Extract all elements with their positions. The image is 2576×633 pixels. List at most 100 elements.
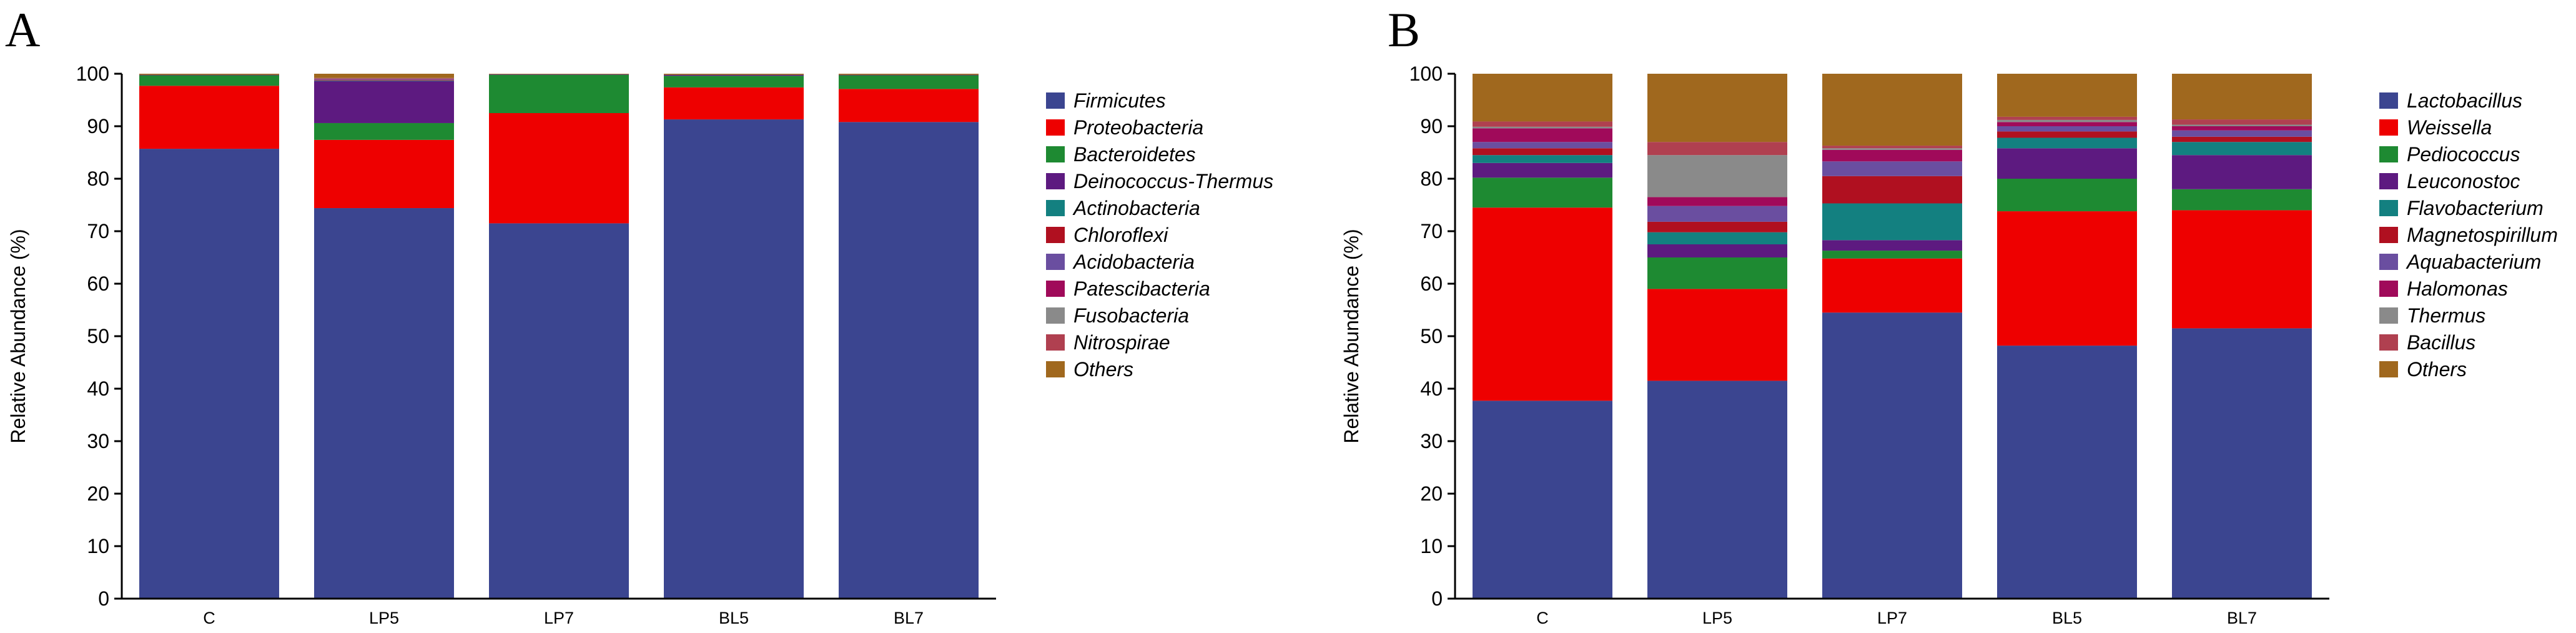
- legend-swatch: [2379, 146, 2398, 162]
- bar-segment-lp7-firmicutes: [489, 223, 629, 599]
- bar-segment-lp7-flavobacterium: [1822, 203, 1962, 241]
- bar-segment-bl5-flavobacterium: [1997, 137, 2137, 149]
- y-tick-label: 80: [1420, 167, 1443, 190]
- bar-segment-lp5-magnetospirillum: [1647, 221, 1787, 232]
- bar-segment-lp5-aquabacterium: [1647, 206, 1787, 222]
- legend-entry: Thermus: [2407, 304, 2485, 327]
- legend-swatch: [2379, 173, 2398, 189]
- legend-entry: Chloroflexi: [1073, 224, 1168, 246]
- bar-segment-lp5-thermus: [1647, 155, 1787, 197]
- bar-segment-lp7-others: [1822, 74, 1962, 146]
- legend-entry: Lactobacillus: [2407, 89, 2522, 112]
- x-tick-label: BL7: [2227, 609, 2257, 627]
- legend-swatch: [1046, 173, 1065, 189]
- legend-entry: Patescibacteria: [1073, 277, 1210, 300]
- y-tick-label: 80: [87, 167, 109, 190]
- legend-swatch: [1046, 146, 1065, 162]
- bar-segment-bl7-halomonas: [2172, 126, 2312, 131]
- legend-entry: Bacillus: [2407, 331, 2475, 354]
- y-tick-label: 70: [87, 220, 109, 242]
- bar-segment-c-deinococcus-thermus: [139, 74, 279, 76]
- x-tick-label: C: [1536, 609, 1549, 627]
- legend-swatch: [2379, 281, 2398, 297]
- bar-segment-lp7-lactobacillus: [1822, 312, 1962, 599]
- legend-entry: Acidobacteria: [1072, 251, 1195, 273]
- legend-swatch: [1046, 200, 1065, 216]
- x-tick-label: LP7: [544, 609, 574, 627]
- bar-segment-lp7-pediococcus: [1822, 251, 1962, 259]
- bar-segment-lp5-nitrospirae: [314, 77, 454, 79]
- legend-entry: Proteobacteria: [1073, 116, 1203, 139]
- y-tick-label: 60: [87, 272, 109, 295]
- legend-entry: Halomonas: [2407, 277, 2508, 300]
- bar-segment-bl5-weissella: [1997, 211, 2137, 346]
- bar-segment-c-others: [1473, 74, 1612, 122]
- bar-segment-lp7-aquabacterium: [1822, 161, 1962, 176]
- bar-segment-c-lactobacillus: [1473, 401, 1612, 599]
- bar-segment-bl7-flavobacterium: [2172, 142, 2312, 156]
- bar-segment-bl5-halomonas: [1997, 122, 2137, 126]
- bar-segment-bl7-weissella: [2172, 210, 2312, 329]
- bar-segment-lp5-bacillus: [1647, 142, 1787, 156]
- bar-segment-c-pediococcus: [1473, 177, 1612, 208]
- bar-segment-bl5-bacteroidetes: [664, 76, 804, 87]
- bar-segment-lp5-proteobacteria: [314, 139, 454, 209]
- panel-label: B: [1388, 2, 1420, 57]
- bar-segment-lp5-acidobacteria: [314, 79, 454, 81]
- bar-segment-lp5-leuconostoc: [1647, 244, 1787, 257]
- legend-swatch: [1046, 307, 1065, 324]
- legend-swatch: [2379, 361, 2398, 377]
- legend-entry: Bacteroidetes: [1073, 143, 1196, 166]
- y-tick-label: 10: [1420, 535, 1443, 557]
- legend-swatch: [1046, 334, 1065, 351]
- legend-swatch: [2379, 307, 2398, 324]
- y-tick-label: 30: [1420, 430, 1443, 452]
- bar-segment-bl7-others: [2172, 74, 2312, 120]
- bar-segment-bl7-magnetospirillum: [2172, 136, 2312, 142]
- bar-segment-bl5-deinococcus-thermus: [664, 74, 804, 76]
- legend-swatch: [1046, 227, 1065, 243]
- bar-segment-lp5-flavobacterium: [1647, 232, 1787, 244]
- bar-segment-lp7-weissella: [1822, 258, 1962, 313]
- bar-segment-bl5-leuconostoc: [1997, 148, 2137, 179]
- bar-segment-lp7-proteobacteria: [489, 113, 629, 224]
- y-tick-label: 0: [98, 587, 109, 610]
- legend-swatch: [2379, 92, 2398, 109]
- bar-segment-bl7-lactobacillus: [2172, 328, 2312, 599]
- bar-segment-c-firmicutes: [139, 149, 279, 599]
- bar-segment-c-weissella: [1473, 207, 1612, 401]
- x-tick-label: LP5: [369, 609, 399, 627]
- bar-segment-bl7-bacillus: [2172, 119, 2312, 125]
- bar-segment-c-bacteroidetes: [139, 75, 279, 86]
- y-tick-label: 40: [87, 377, 109, 400]
- bar-segment-lp7-leuconostoc: [1822, 240, 1962, 251]
- y-tick-label: 30: [87, 430, 109, 452]
- legend-swatch: [2379, 254, 2398, 270]
- bar-segment-lp7-thermus: [1822, 148, 1962, 150]
- bar-segment-c-aquabacterium: [1473, 142, 1612, 149]
- legend-entry: Firmicutes: [1073, 89, 1166, 112]
- y-axis-label: Relative Abundance (%): [1340, 229, 1363, 443]
- bar-segment-bl5-firmicutes: [664, 119, 804, 599]
- bar-segment-c-bacillus: [1473, 121, 1612, 127]
- y-tick-label: 90: [1420, 115, 1443, 137]
- legend-swatch: [1046, 281, 1065, 297]
- bar-segment-bl5-others: [1997, 74, 2137, 117]
- legend-entry: Pediococcus: [2407, 143, 2520, 166]
- y-tick-label: 20: [87, 482, 109, 505]
- legend-entry: Actinobacteria: [1072, 197, 1200, 219]
- bar-segment-bl5-lactobacillus: [1997, 346, 2137, 599]
- y-tick-label: 0: [1431, 587, 1443, 610]
- bar-segment-lp7-bacillus: [1822, 146, 1962, 149]
- y-tick-label: 100: [1409, 62, 1443, 85]
- x-tick-label: C: [203, 609, 215, 627]
- bar-segment-lp7-magnetospirillum: [1822, 176, 1962, 204]
- x-tick-label: LP7: [1877, 609, 1907, 627]
- legend-swatch: [2379, 119, 2398, 136]
- y-tick-label: 20: [1420, 482, 1443, 505]
- y-tick-label: 90: [87, 115, 109, 137]
- bar-segment-c-flavobacterium: [1473, 155, 1612, 163]
- bar-segment-bl7-aquabacterium: [2172, 130, 2312, 137]
- legend-entry: Flavobacterium: [2407, 197, 2544, 219]
